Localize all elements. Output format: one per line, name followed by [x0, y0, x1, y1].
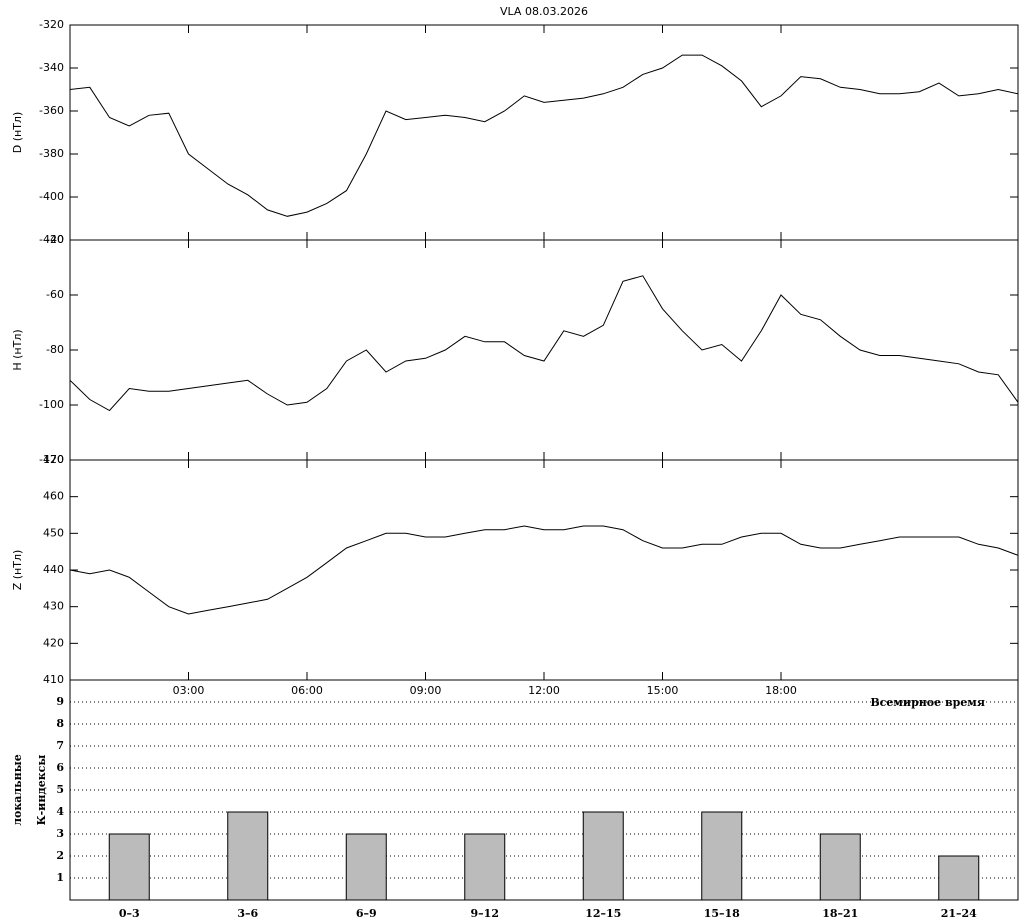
x-tick-label: 21–24 — [941, 907, 977, 920]
y-tick-label: 450 — [43, 526, 64, 539]
x-tick-label: 03:00 — [173, 684, 205, 697]
y-tick-label: 410 — [43, 673, 64, 686]
y-tick-label: 3 — [56, 827, 64, 840]
panel-frame — [69, 679, 1019, 901]
x-tick-label: 15:00 — [647, 684, 679, 697]
y-tick-label: 420 — [43, 636, 64, 649]
bar — [819, 833, 861, 901]
x-tick-label: 12–15 — [585, 907, 621, 920]
y-tick-label: -320 — [39, 18, 64, 31]
y-axis-label: D (нТл) — [11, 112, 24, 154]
data-line — [69, 54, 1019, 217]
x-tick-label: 6–9 — [356, 907, 377, 920]
x-tick-label: 0–3 — [119, 907, 140, 920]
y-tick-label: -340 — [39, 61, 64, 74]
y-tick-label: -420 — [39, 233, 64, 246]
y-tick-label: 5 — [56, 783, 64, 796]
y-tick-label: -80 — [46, 343, 64, 356]
x-tick-label: 09:00 — [410, 684, 442, 697]
y-tick-label: -360 — [39, 104, 64, 117]
y-axis-label: локальные — [11, 754, 24, 825]
y-tick-label: 1 — [56, 871, 64, 884]
y-tick-label: 430 — [43, 600, 64, 613]
bar — [464, 833, 506, 901]
y-tick-label: -400 — [39, 190, 64, 203]
bar — [227, 811, 269, 901]
x-axis-label: Всемирное время — [870, 696, 985, 709]
bar — [701, 811, 743, 901]
x-tick-label: 18:00 — [765, 684, 797, 697]
y-tick-label: -60 — [46, 288, 64, 301]
y-tick-label: -40 — [46, 233, 64, 246]
bar — [345, 833, 387, 901]
data-line — [69, 525, 1019, 615]
x-tick-label: 06:00 — [291, 684, 323, 697]
x-tick-label: 9–12 — [471, 907, 499, 920]
y-axis-label: Z (нТл) — [11, 550, 24, 591]
y-tick-label: -380 — [39, 147, 64, 160]
y-tick-label: 2 — [56, 849, 64, 862]
bar — [582, 811, 624, 901]
bar — [938, 855, 980, 901]
x-tick-label: 15–18 — [704, 907, 740, 920]
y-tick-label: 470 — [43, 453, 64, 466]
y-tick-label: 6 — [56, 761, 64, 774]
bar — [108, 833, 150, 901]
y-tick-label: -120 — [39, 453, 64, 466]
y-tick-label: 460 — [43, 490, 64, 503]
y-axis-label: К-индексы — [35, 755, 48, 826]
y-tick-label: 440 — [43, 563, 64, 576]
chart-title: VLA 08.03.2026 — [500, 5, 588, 18]
x-tick-label: 12:00 — [528, 684, 560, 697]
x-tick-label: 3–6 — [237, 907, 258, 920]
y-tick-label: 7 — [56, 739, 64, 752]
data-line — [69, 275, 1019, 412]
y-tick-label: 9 — [56, 695, 64, 708]
y-tick-label: 4 — [56, 805, 64, 818]
y-tick-label: 8 — [56, 717, 64, 730]
x-tick-label: 18–21 — [822, 907, 858, 920]
y-axis-label: H (нТл) — [11, 329, 24, 370]
y-tick-label: -100 — [39, 398, 64, 411]
